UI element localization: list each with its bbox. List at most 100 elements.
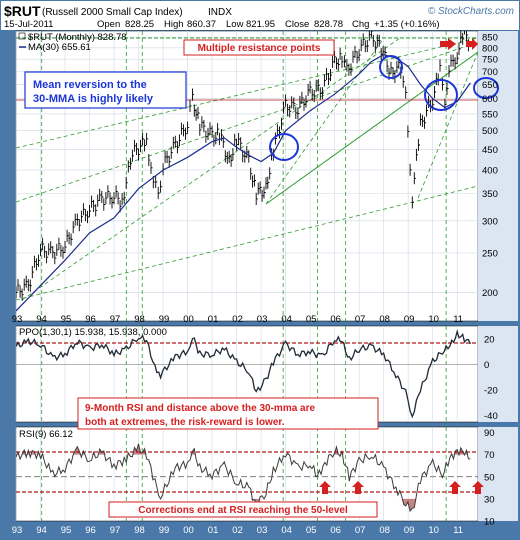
price-tick-label: 850 [482, 33, 498, 44]
year-label-bottom: 08 [379, 525, 390, 536]
year-label-bottom: 07 [355, 525, 366, 536]
ppo-tick-label: -20 [484, 386, 498, 397]
price-axis-strip [478, 31, 518, 321]
rsi-arrow-2011 [472, 481, 484, 494]
ma-legend-label: MA(30) 655.61 [28, 42, 91, 53]
ohlc-chg-label: Chg [352, 19, 369, 30]
price-tick-label: 600 [482, 94, 498, 105]
price-tick-label: 700 [482, 67, 498, 78]
circle-2007 [379, 55, 403, 79]
year-label-bottom: 02 [232, 525, 243, 536]
price-tick-label: 300 [482, 216, 498, 227]
year-label-mid: 08 [379, 314, 390, 325]
rsi-legend: RSI(9) 66.12 [19, 429, 73, 440]
ppo-legend: PPO(1,30,1) 15.938, 15.938, 0.000 [19, 327, 167, 338]
circle-2011 [473, 77, 499, 99]
year-label-bottom: 00 [183, 525, 194, 536]
rsi-arrows [319, 481, 484, 494]
year-label-mid: 11 [453, 314, 463, 325]
resistance-callout: Multiple resistance points [183, 39, 335, 56]
highlight-circles [269, 55, 499, 161]
year-label-bottom: 04 [281, 525, 292, 536]
year-label-mid: 05 [306, 314, 317, 325]
year-label-mid: 95 [61, 314, 72, 325]
price-tick-label: 500 [482, 126, 498, 137]
ohlc-low-value: 821.95 [246, 19, 275, 30]
ppo-axis-strip [478, 326, 518, 422]
year-label-bottom: 09 [404, 525, 415, 536]
ppo-tick-label: 0 [484, 360, 489, 371]
exchange: INDX [208, 7, 232, 18]
year-label-bottom: 06 [330, 525, 341, 536]
trend-channel-bottom [16, 185, 478, 301]
ohlc-high-value: 860.37 [187, 19, 216, 30]
year-label-mid: 93 [12, 314, 23, 325]
rsi-series [16, 443, 471, 513]
year-label-bottom: 05 [306, 525, 317, 536]
x-axis-bottom: 93 94 95 96 97 98 99 00 01 02 03 04 05 06 07 08 09 10 11 [12, 525, 463, 536]
rsi-tick-label: 30 [484, 494, 495, 505]
ppo-tick-label: 20 [484, 334, 495, 345]
year-label-mid: 10 [428, 314, 439, 325]
resistance-callout-text: Multiple resistance points [198, 43, 321, 54]
index-name: (Russell 2000 Small Cap Index) [42, 7, 183, 18]
mean-reversion-callout: Mean reversion to the 30-MMA is highly l… [24, 71, 187, 109]
ohlc-chg-value: +1.35 (+0.16%) [374, 19, 440, 30]
trend-support-2009 [417, 51, 478, 199]
price-tick-label: 650 [482, 80, 498, 91]
ppo-series [16, 328, 471, 419]
year-label-bottom: 96 [85, 525, 96, 536]
ohlc-low-label: Low [226, 19, 244, 30]
price-tick-label: 800 [482, 43, 498, 54]
ohlc-close-value: 828.78 [314, 19, 343, 30]
price-tick-label: 400 [482, 166, 498, 177]
year-label-bottom: 10 [428, 525, 439, 536]
ohlc-open-value: 828.25 [125, 19, 154, 30]
watermark: © StockCharts.com [428, 6, 514, 17]
rsi-tick-label: 70 [484, 450, 495, 461]
year-label-mid: 98 [134, 314, 145, 325]
year-label-mid: 01 [208, 314, 219, 325]
year-label-bottom: 93 [12, 525, 23, 536]
year-label-mid: 03 [257, 314, 268, 325]
year-label-bottom: 98 [134, 525, 145, 536]
ohlc-close-label: Close [285, 19, 309, 30]
year-label-mid: 02 [232, 314, 243, 325]
year-label-bottom: 01 [208, 525, 219, 536]
resistance-arrow-2 [466, 38, 478, 50]
rsi-callout: Corrections end at RSI reaching the 50-l… [108, 501, 378, 518]
rsi-arrow-2006 [352, 481, 364, 494]
header-strip [1, 1, 519, 30]
mean-reversion-text-2: 30-MMA is highly likely [33, 93, 154, 105]
year-label-mid: 97 [110, 314, 121, 325]
year-label-mid: 99 [159, 314, 170, 325]
trend-support-2003 [265, 51, 478, 205]
price-tick-label: 550 [482, 109, 498, 120]
year-label-mid: 04 [281, 314, 292, 325]
price-tick-label: 450 [482, 145, 498, 156]
ppo-axis: -40 -20 0 20 [484, 334, 498, 422]
ohlc-open-label: Open [97, 19, 120, 30]
ppo-callout: 9-Month RSI and distance above the 30-mm… [77, 397, 379, 430]
year-label-bottom: 95 [61, 525, 72, 536]
circle-2003 [269, 133, 299, 161]
price-axis: 200 250 300 350 400 450 500 550 600 650 7007508008… [482, 33, 498, 299]
price-tick-label: 750 [482, 55, 498, 66]
price-legend: $RUT (Monthly) 828.78 MA(30) 655.61 [18, 32, 127, 53]
year-label-bottom: 94 [36, 525, 47, 536]
price-legend-label: $RUT (Monthly) 828.78 [28, 32, 127, 43]
ppo-callout-text-2: both at extremes, the risk-reward is low… [85, 417, 285, 428]
circle-2010 [424, 79, 458, 111]
price-tick-label: 350 [482, 189, 498, 200]
rsi-axis: 30 50 70 90 10 [484, 428, 495, 527]
ppo-tick-label: -40 [484, 411, 498, 422]
rsi-axis-strip [478, 427, 518, 521]
symbol: $RUT [4, 3, 41, 19]
resistance-arrow [440, 38, 456, 50]
year-label-mid: 96 [85, 314, 96, 325]
year-label-mid: 94 [36, 314, 47, 325]
ma-series [16, 53, 471, 312]
year-label-mid: 07 [355, 314, 366, 325]
ohlc-high-label: High [164, 19, 184, 30]
